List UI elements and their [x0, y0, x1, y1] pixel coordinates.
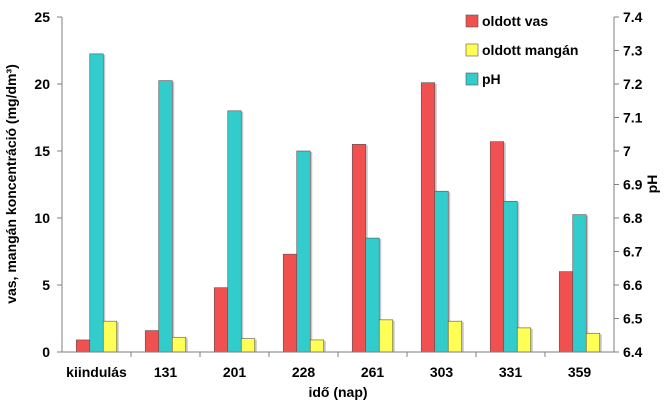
- y-right-tick-label: 6.4: [623, 344, 643, 360]
- bar-oldott-mangán-6: [516, 327, 532, 353]
- bar-pH-7: [572, 214, 587, 353]
- y-right-tick-label: 6.5: [623, 311, 643, 327]
- y-left-tick-label: 5: [42, 277, 50, 293]
- y-ticks-left: 0 5 10 15 20 25: [34, 9, 62, 360]
- bar-oldott-vas-6: [489, 141, 505, 353]
- legend-swatch: [465, 14, 479, 28]
- bar-pH-0: [89, 53, 104, 353]
- x-ticks: kiindulás 131 201 228 261 303 331 359: [66, 352, 591, 380]
- y-left-tick-label: 10: [34, 210, 50, 226]
- bar-pH-2: [227, 110, 242, 353]
- y-left-tick-label: 25: [34, 9, 50, 25]
- y-right-tick-label: 7.3: [623, 43, 643, 59]
- x-tick-label: 228: [292, 364, 316, 380]
- bar-oldott-vas-1: [144, 330, 160, 353]
- bar-oldott-mangán-0: [102, 320, 118, 353]
- bar-oldott-mangán-7: [585, 332, 601, 353]
- x-tick-label: kiindulás: [66, 364, 127, 380]
- bars-layer: [75, 53, 602, 353]
- bar-oldott-vas-5: [420, 82, 436, 353]
- y-left-tick-label: 20: [34, 76, 50, 92]
- y-right-tick-label: 7.1: [623, 110, 643, 126]
- y-right-tick-label: 7: [623, 143, 631, 159]
- bar-pH-4: [365, 237, 380, 353]
- bar-pH-1: [158, 80, 173, 353]
- bar-oldott-mangán-2: [240, 338, 256, 353]
- bar-pH-6: [503, 200, 518, 353]
- legend-swatch: [465, 43, 479, 57]
- x-tick-label: 331: [499, 364, 523, 380]
- bar-oldott-vas-0: [75, 339, 91, 353]
- y-left-tick-label: 0: [42, 344, 50, 360]
- x-tick-label: 131: [154, 364, 178, 380]
- bar-oldott-mangán-3: [309, 339, 325, 353]
- x-tick-label: 359: [568, 364, 592, 380]
- legend-label: oldott mangán: [482, 42, 578, 58]
- y-right-tick-label: 6.7: [623, 244, 643, 260]
- bar-oldott-vas-2: [213, 287, 229, 353]
- y-left-tick-label: 15: [34, 143, 50, 159]
- x-tick-label: 261: [361, 364, 385, 380]
- legend-label: pH: [482, 71, 501, 87]
- legend-label: oldott vas: [482, 13, 548, 29]
- x-axis-title: idő (nap): [308, 384, 367, 400]
- legend-swatch: [465, 72, 479, 86]
- bar-pH-3: [296, 150, 311, 353]
- legend: oldott vas oldott mangán pH: [465, 13, 578, 87]
- bar-oldott-vas-4: [351, 144, 367, 353]
- bar-pH-5: [434, 190, 449, 353]
- y-right-tick-label: 6.8: [623, 210, 643, 226]
- y-axis-right-title: pH: [644, 175, 660, 194]
- bar-oldott-vas-3: [282, 253, 298, 353]
- bar-oldott-mangán-4: [378, 319, 394, 353]
- x-tick-label: 303: [430, 364, 454, 380]
- y-axis-left-title: vas, mangán koncentráció (mg/dm³): [3, 64, 19, 304]
- bar-oldott-vas-7: [558, 271, 574, 353]
- bar-oldott-mangán-1: [171, 336, 187, 353]
- y-ticks-right: 6.4 6.5 6.6 6.7 6.8 6.9 7 7.1 7.2 7.3 7.4: [614, 9, 643, 360]
- bar-oldott-mangán-5: [447, 320, 463, 353]
- y-right-tick-label: 6.9: [623, 177, 643, 193]
- y-right-tick-label: 6.6: [623, 277, 643, 293]
- y-right-tick-label: 7.2: [623, 76, 643, 92]
- y-right-tick-label: 7.4: [623, 9, 643, 25]
- x-tick-label: 201: [223, 364, 247, 380]
